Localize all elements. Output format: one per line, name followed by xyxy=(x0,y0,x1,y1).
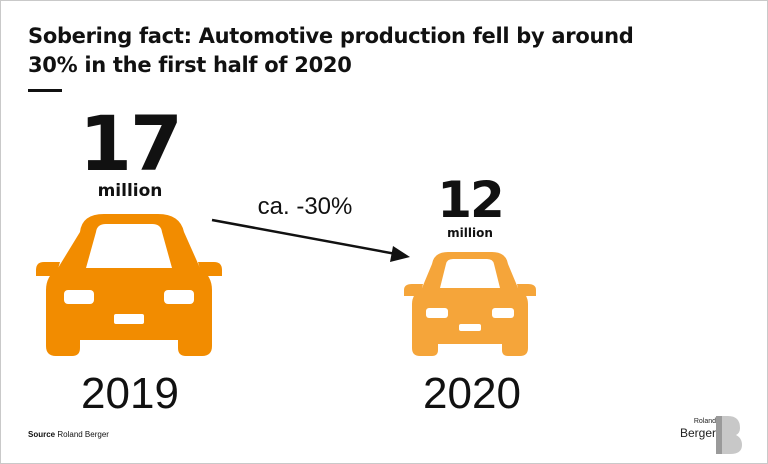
source-text: Roland Berger xyxy=(57,430,109,439)
page-title: Sobering fact: Automotive production fel… xyxy=(28,22,648,80)
car-2020-icon xyxy=(404,252,536,356)
year-2019-label: 2019 xyxy=(81,369,179,418)
logo-text-small: Roland xyxy=(693,418,716,425)
change-label: ca. -30% xyxy=(257,193,353,220)
source-note: Source Roland Berger xyxy=(28,430,109,439)
title-underline xyxy=(28,89,62,92)
production-2020-value: 12 xyxy=(437,171,505,229)
production-2019-unit: million xyxy=(97,181,163,201)
arrow-right-icon xyxy=(211,218,410,262)
source-prefix: Source xyxy=(28,430,56,439)
production-2019-value: 17 xyxy=(79,99,183,188)
title-line-1: Sobering fact: Automotive production fel… xyxy=(28,24,634,48)
year-2020-label: 2020 xyxy=(423,369,521,418)
car-2019-icon xyxy=(36,214,222,356)
roland-berger-logo: Roland Berger xyxy=(672,412,744,452)
production-2020-unit: million xyxy=(447,226,493,240)
title-line-2: 30% in the first half of 2020 xyxy=(28,53,352,77)
logo-text-big: Berger xyxy=(679,426,716,440)
roland-berger-logo-mark xyxy=(716,416,742,454)
